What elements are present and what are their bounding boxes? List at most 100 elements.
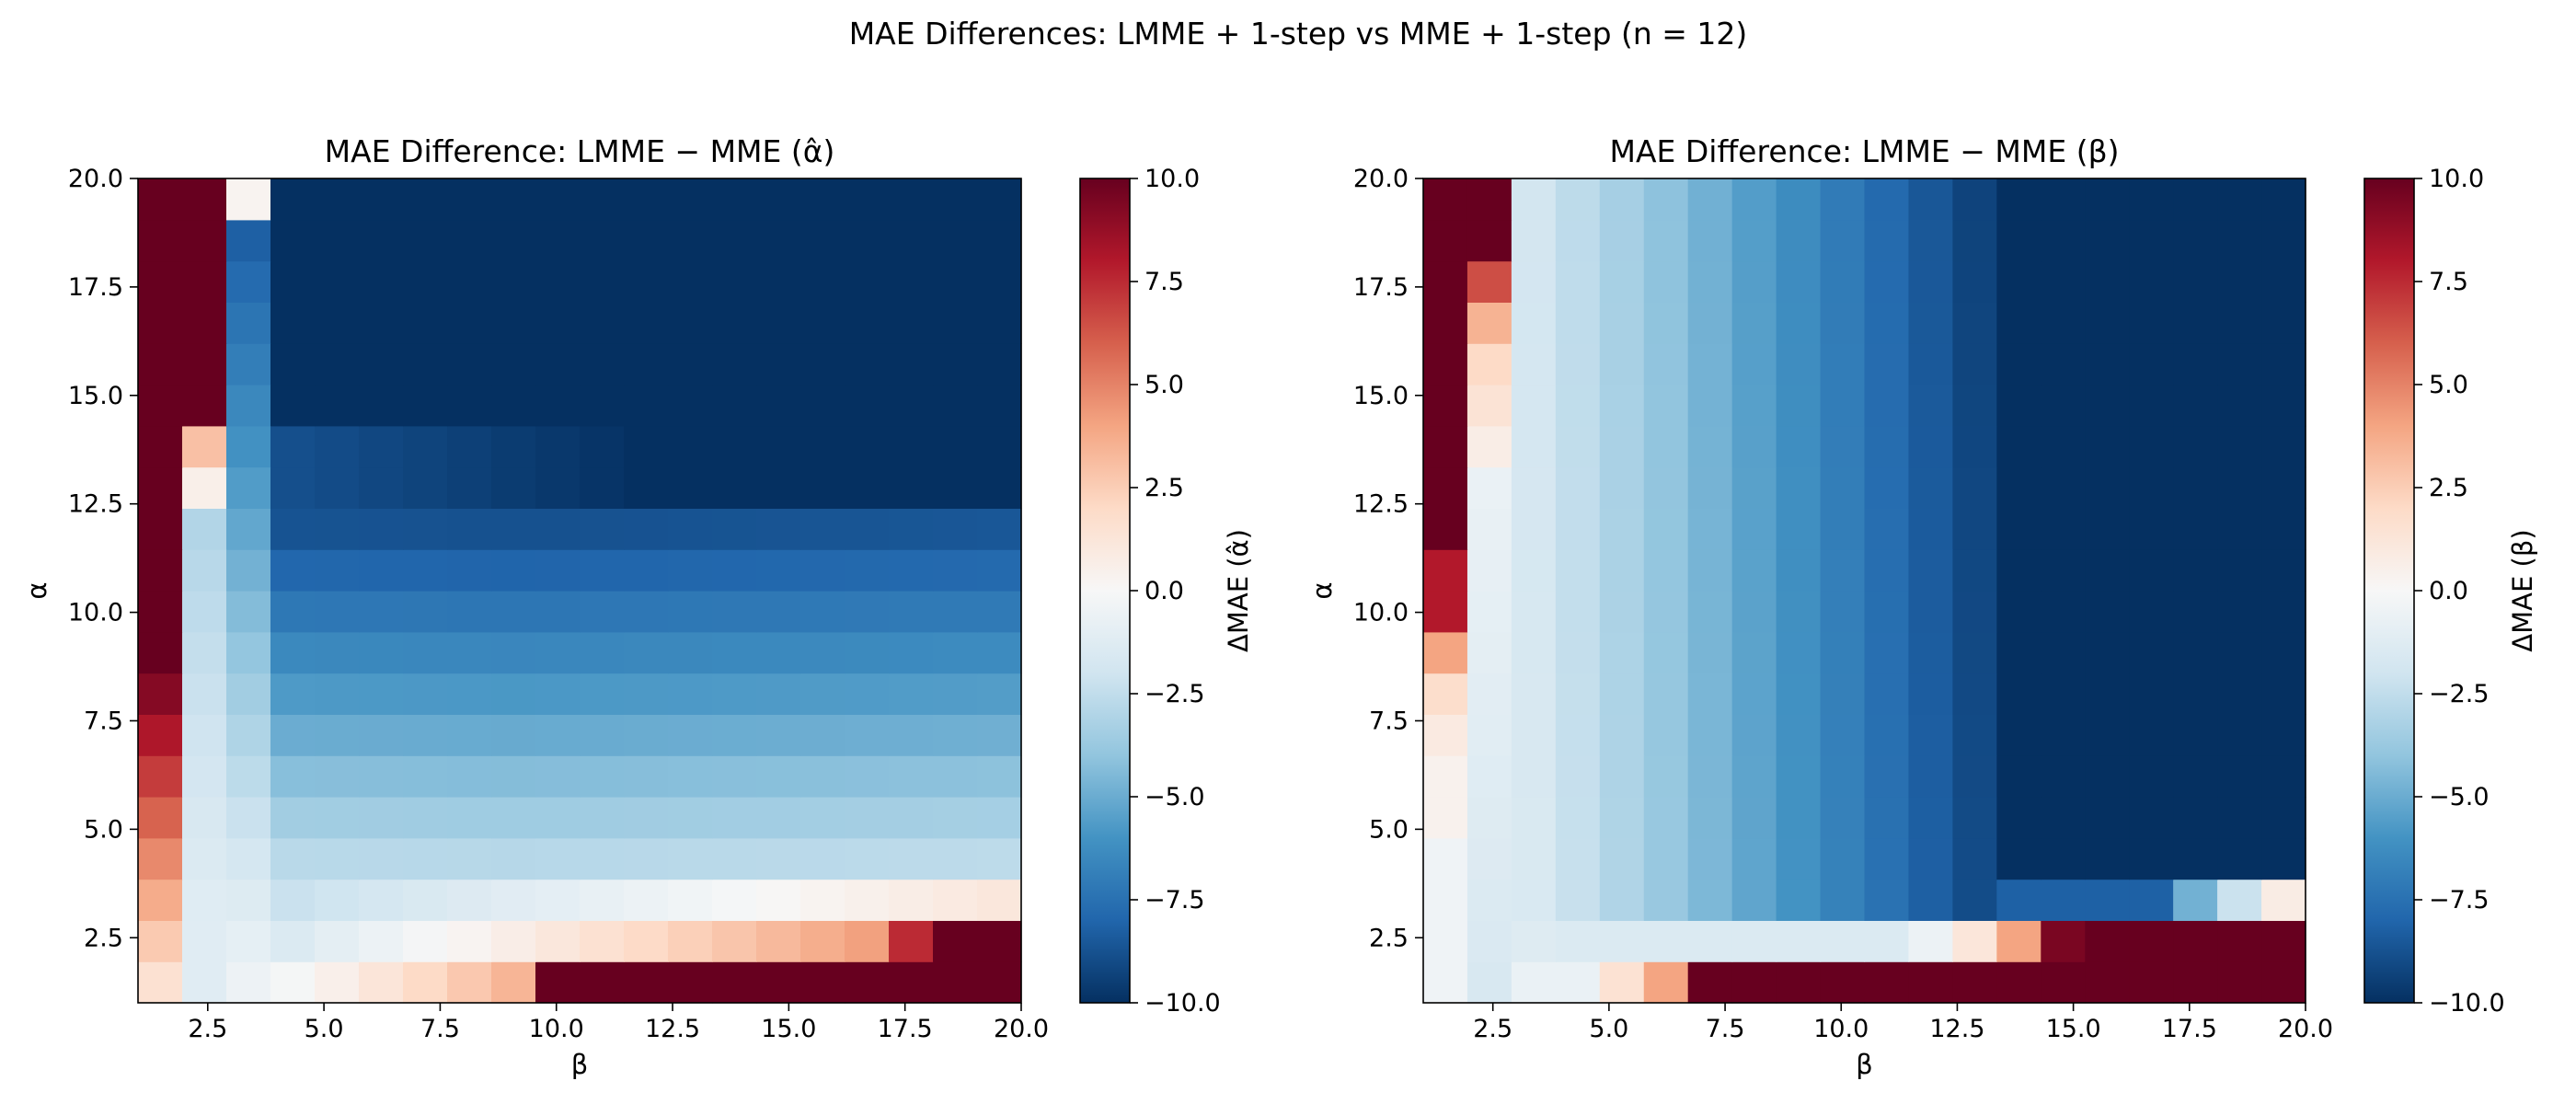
heatmap-cell: [1952, 837, 1997, 880]
heatmap-cell: [2129, 920, 2174, 962]
heatmap-cell: [800, 178, 845, 221]
heatmap-cell: [447, 466, 492, 509]
heatmap-cell: [359, 837, 404, 880]
heatmap-cell: [138, 755, 183, 798]
heatmap-cell: [2041, 343, 2086, 385]
heatmap-cell: [1731, 591, 1777, 633]
heatmap-cell: [2173, 219, 2218, 262]
heatmap-cell: [535, 920, 581, 962]
heatmap-cell: [1555, 385, 1601, 427]
heatmap-cell: [535, 219, 581, 262]
heatmap-cell: [580, 879, 625, 921]
heatmap-cell: [1423, 714, 1468, 756]
heatmap-cell: [447, 920, 492, 962]
heatmap-cell: [403, 879, 448, 921]
heatmap-cell: [2041, 714, 2086, 756]
heatmap-cell: [1511, 755, 1557, 798]
heatmap-cell: [889, 837, 934, 880]
heatmap-cell: [1423, 631, 1468, 674]
heatmap-cell: [580, 797, 625, 839]
heatmap-cell: [138, 797, 183, 839]
heatmap-cell: [668, 549, 713, 592]
heatmap-cell: [315, 425, 360, 468]
heatmap-cell: [491, 920, 536, 962]
heatmap-cell: [403, 466, 448, 509]
heatmap-cell: [889, 631, 934, 674]
heatmap-cell: [315, 343, 360, 385]
heatmap-cell: [535, 591, 581, 633]
heatmap-cell: [1820, 797, 1866, 839]
panel-title: MAE Difference: LMME − MME (β): [1609, 133, 2119, 169]
heatmap-cell: [977, 797, 1022, 839]
heatmap-cell: [889, 879, 934, 921]
heatmap-cell: [1996, 508, 2041, 550]
heatmap-cell: [2261, 466, 2306, 509]
heatmap-cell: [491, 260, 536, 303]
heatmap-cell: [2129, 178, 2174, 221]
heatmap-cell: [138, 343, 183, 385]
heatmap-cell: [977, 425, 1022, 468]
colorbar-label: ΔMAE (β): [2507, 529, 2538, 651]
heatmap-cell: [226, 631, 271, 674]
heatmap-cell: [2173, 879, 2218, 921]
heatmap-cell: [182, 714, 227, 756]
heatmap-cell: [2261, 961, 2306, 1004]
heatmap-cell: [138, 385, 183, 427]
heatmap-cell: [182, 425, 227, 468]
heatmap-cell: [756, 343, 801, 385]
heatmap-cell: [800, 302, 845, 344]
heatmap-cell: [270, 797, 316, 839]
heatmap-cell: [845, 837, 890, 880]
heatmap-cell: [1423, 466, 1468, 509]
heatmap-cell: [933, 260, 978, 303]
heatmap-cell: [2217, 385, 2262, 427]
heatmap-cell: [845, 260, 890, 303]
heatmap-cell: [712, 508, 757, 550]
heatmap-cell: [138, 591, 183, 633]
heatmap-cell: [977, 549, 1022, 592]
heatmap-cell: [535, 260, 581, 303]
heatmap-cell: [1908, 178, 1953, 221]
heatmap-cell: [800, 673, 845, 715]
heatmap-cell: [1776, 260, 1822, 303]
heatmap-cell: [977, 178, 1022, 221]
heatmap-cell: [2261, 260, 2306, 303]
x-axis-label: β: [571, 1049, 589, 1080]
heatmap-cell: [270, 591, 316, 633]
x-tick-label: 5.0: [305, 1015, 344, 1043]
y-tick-label: 12.5: [1353, 490, 1409, 519]
heatmap-cell: [1687, 920, 1733, 962]
heatmap-cell: [1864, 920, 1910, 962]
heatmap-cell: [1731, 466, 1777, 509]
heatmap-cell: [2129, 961, 2174, 1004]
heatmap-cell: [1731, 879, 1777, 921]
heatmap-cell: [1776, 797, 1822, 839]
heatmap-cell: [2217, 549, 2262, 592]
heatmap-cell: [182, 549, 227, 592]
heatmap-cell: [1599, 343, 1645, 385]
heatmap-cell: [403, 343, 448, 385]
x-tick-label: 7.5: [420, 1015, 460, 1043]
heatmap-cell: [2217, 920, 2262, 962]
heatmap-cell: [1687, 631, 1733, 674]
heatmap-cell: [1466, 591, 1512, 633]
heatmap-cell: [1820, 631, 1866, 674]
y-tick-label: 10.0: [1353, 599, 1409, 627]
heatmap-cell: [359, 219, 404, 262]
heatmap-cell: [2261, 591, 2306, 633]
heatmap-cell: [1996, 591, 2041, 633]
heatmap-cell: [1687, 879, 1733, 921]
heatmap-cell: [1952, 178, 1997, 221]
heatmap-cell: [2129, 879, 2174, 921]
heatmap-cell: [977, 591, 1022, 633]
heatmap-cell: [668, 466, 713, 509]
heatmap-cell: [1731, 797, 1777, 839]
heatmap-cell: [1908, 385, 1953, 427]
heatmap-cell: [624, 591, 669, 633]
heatmap-cell: [580, 466, 625, 509]
heatmap-cell: [535, 302, 581, 344]
heatmap-cell: [668, 385, 713, 427]
heatmap-cell: [580, 961, 625, 1004]
heatmap-cell: [845, 302, 890, 344]
heatmap-cell: [226, 714, 271, 756]
